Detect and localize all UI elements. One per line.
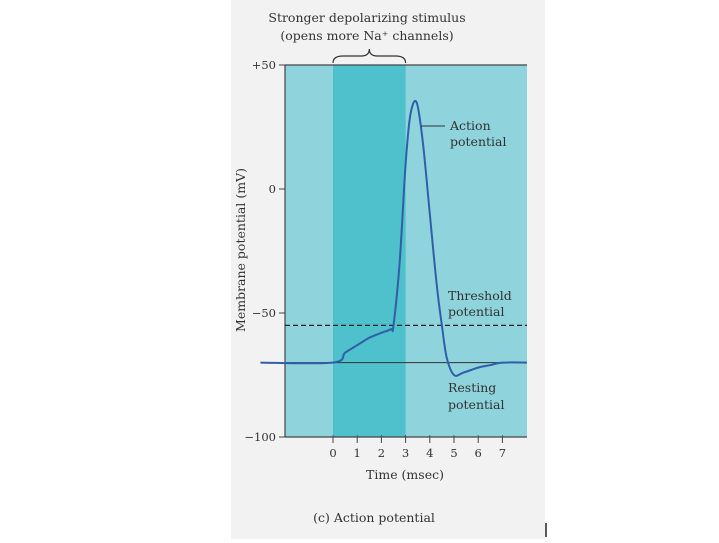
stimulus-label-line2: (opens more Na⁺ channels) <box>280 28 453 43</box>
y-tick-label: −100 <box>244 430 276 444</box>
y-tick-label: +50 <box>252 58 276 72</box>
x-tick-label: 0 <box>329 446 336 460</box>
stimulus-window <box>333 65 406 437</box>
x-tick-label: 7 <box>499 446 506 460</box>
x-tick-label: 2 <box>378 446 385 460</box>
threshold-label-line1: Threshold <box>448 288 512 303</box>
resting-label-line2: potential <box>448 397 504 412</box>
action-potential-label-line1: Action <box>449 118 491 133</box>
y-tick-label: −50 <box>252 306 276 320</box>
action-potential-line <box>260 99 527 377</box>
threshold-label-line2: potential <box>448 304 504 319</box>
x-tick-label: 6 <box>475 446 482 460</box>
stimulus-brace <box>332 48 407 64</box>
y-axis-label: Membrane potential (mV) <box>233 168 248 332</box>
x-tick-label: 3 <box>402 446 409 460</box>
y-tick-label: 0 <box>269 182 276 196</box>
x-tick-label: 4 <box>426 446 433 460</box>
plot-area <box>285 65 527 437</box>
x-tick-label: 1 <box>354 446 361 460</box>
figure-caption: (c) Action potential <box>313 510 435 525</box>
y-ticks: +50 0 −50 −100 <box>244 58 285 444</box>
x-axis-label: Time (msec) <box>366 467 444 482</box>
resting-label-line1: Resting <box>448 380 496 395</box>
x-tick-label: 5 <box>450 446 457 460</box>
x-ticks: 0 1 2 3 4 5 6 7 <box>329 433 506 460</box>
action-potential-label-line2: potential <box>450 134 506 149</box>
stimulus-label-line1: Stronger depolarizing stimulus <box>268 10 465 25</box>
